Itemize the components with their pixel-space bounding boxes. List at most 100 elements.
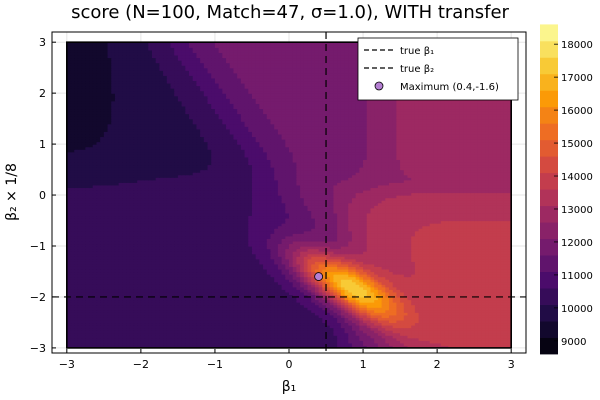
contour-cell <box>226 317 231 321</box>
contour-cell <box>255 324 260 329</box>
contour-cell <box>163 337 168 341</box>
contour-cell <box>174 322 179 326</box>
contour-cell <box>344 342 349 346</box>
contour-cell <box>177 332 183 336</box>
contour-cell <box>451 312 457 316</box>
contour-cell <box>144 304 149 308</box>
contour-cell <box>359 337 364 341</box>
contour-cell <box>192 327 198 331</box>
contour-cell <box>285 314 290 318</box>
contour-cell <box>251 312 257 316</box>
contour-cell <box>492 302 497 306</box>
contour-cell <box>70 314 75 318</box>
contour-cell <box>381 337 386 341</box>
contour-cell <box>240 302 246 306</box>
contour-cell <box>151 302 157 306</box>
contour-cell <box>437 304 442 308</box>
contour-cell <box>377 291 383 296</box>
contour-cell <box>263 337 268 341</box>
contour-cell <box>355 304 360 308</box>
contour-cell <box>396 299 401 303</box>
contour-cell <box>144 299 149 303</box>
contour-cell <box>363 327 368 331</box>
contour-cell <box>163 307 168 311</box>
contour-cell <box>211 281 216 285</box>
contour-cell <box>200 312 205 316</box>
contour-cell <box>466 296 472 301</box>
contour-cell <box>388 342 394 346</box>
contour-cell <box>337 312 342 316</box>
contour-cell <box>177 312 183 316</box>
contour-cell <box>203 317 209 321</box>
contour-cell <box>466 337 472 341</box>
contour-cell <box>481 330 486 334</box>
contour-cell <box>403 309 409 313</box>
contour-cell <box>81 312 86 316</box>
contour-cell <box>270 317 275 321</box>
contour-cell <box>107 281 112 285</box>
contour-cell <box>292 286 297 290</box>
contour-cell <box>89 307 94 311</box>
contour-cell <box>111 340 116 344</box>
contour-cell <box>118 319 123 324</box>
contour-cell <box>455 342 460 346</box>
contour-cell <box>314 294 320 298</box>
contour-cell <box>218 302 223 306</box>
contour-cell <box>448 312 453 316</box>
contour-cell <box>370 294 375 298</box>
contour-cell <box>433 296 438 301</box>
contour-cell <box>381 314 386 318</box>
contour-cell <box>229 284 235 288</box>
contour-cell <box>300 340 305 344</box>
contour-cell <box>92 299 98 303</box>
contour-cell <box>414 312 420 316</box>
contour-cell <box>214 317 220 321</box>
contour-cell <box>270 342 275 346</box>
contour-cell <box>466 289 472 293</box>
contour-cell <box>248 342 253 346</box>
contour-cell <box>496 337 501 341</box>
contour-cell <box>144 345 149 349</box>
contour-cell <box>74 342 79 346</box>
contour-cell <box>277 307 283 311</box>
contour-cell <box>359 317 364 321</box>
contour-cell <box>226 294 231 298</box>
contour-cell <box>126 332 131 336</box>
contour-cell <box>466 284 472 288</box>
contour-cell <box>200 330 205 334</box>
contour-cell <box>318 324 323 329</box>
contour-cell <box>140 332 146 336</box>
contour-cell <box>203 322 209 326</box>
contour-cell <box>366 284 372 288</box>
contour-cell <box>414 286 420 290</box>
contour-cell <box>444 335 449 339</box>
contour-cell <box>463 322 468 326</box>
contour-cell <box>114 284 120 288</box>
contour-cell <box>177 289 183 293</box>
contour-cell <box>270 312 275 316</box>
contour-cell <box>70 302 75 306</box>
contour-cell <box>111 327 116 331</box>
contour-cell <box>322 330 327 334</box>
contour-cell <box>311 284 316 288</box>
contour-cell <box>163 317 168 321</box>
contour-cell <box>318 304 323 308</box>
contour-cell <box>118 309 123 313</box>
contour-cell <box>337 296 342 301</box>
contour-cell <box>433 284 438 288</box>
contour-cell <box>266 322 272 326</box>
contour-cell <box>114 342 120 346</box>
contour-cell <box>181 327 186 331</box>
contour-cell <box>374 294 379 298</box>
contour-cell <box>370 337 375 341</box>
contour-cell <box>337 322 342 326</box>
contour-cell <box>333 291 338 296</box>
contour-cell <box>429 342 435 346</box>
contour-cell <box>177 291 183 296</box>
contour-cell <box>203 312 209 316</box>
contour-cell <box>163 296 168 301</box>
contour-cell <box>407 327 412 331</box>
contour-cell <box>133 327 138 331</box>
contour-cell <box>126 330 131 334</box>
contour-cell <box>433 307 438 311</box>
